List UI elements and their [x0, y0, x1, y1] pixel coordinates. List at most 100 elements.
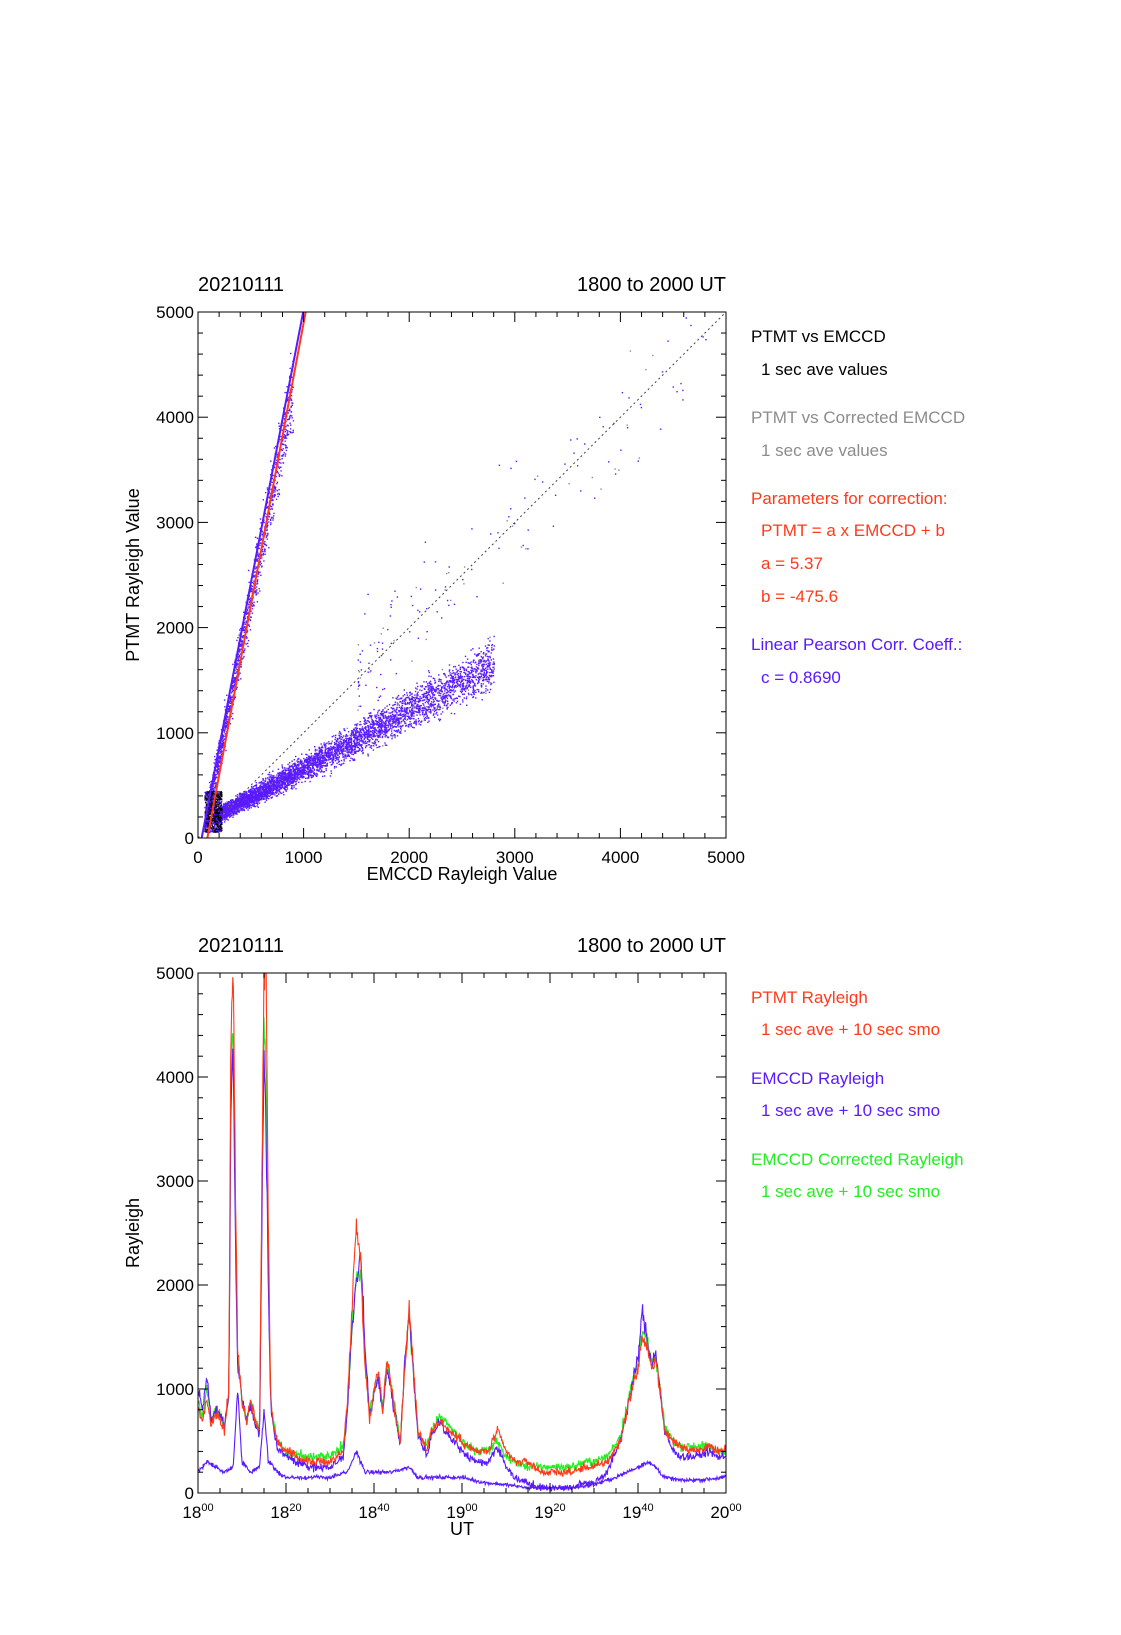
- scatter-point: [467, 692, 470, 694]
- scatter-point: [231, 812, 233, 814]
- scatter-point: [385, 734, 388, 737]
- scatter-point: [447, 702, 449, 705]
- scatter-point: [268, 496, 270, 499]
- scatter-point: [378, 719, 380, 722]
- scatter-point: [423, 714, 426, 716]
- scatter-point: [335, 755, 337, 758]
- scatter-point: [446, 704, 448, 706]
- scatter-point: [213, 783, 215, 785]
- scatter-point: [478, 659, 480, 661]
- scatter-point: [287, 780, 289, 783]
- scatter-point: [219, 748, 222, 751]
- scatter-point: [428, 686, 430, 689]
- scatter-point: [430, 704, 433, 706]
- scatter-point: [318, 769, 320, 771]
- scatter-point: [457, 684, 459, 686]
- scatter-point: [289, 408, 291, 410]
- scatter-point: [283, 437, 286, 439]
- scatter-point: [274, 784, 276, 786]
- scatter-point: [488, 660, 490, 662]
- scatter-point: [246, 613, 248, 615]
- scatter-point: [218, 755, 220, 757]
- scatter-point: [376, 734, 378, 736]
- scatter-point: [273, 788, 275, 790]
- scatter-point: [254, 536, 257, 538]
- scatter-point: [449, 691, 451, 694]
- scatter-point: [285, 444, 287, 447]
- scatter-point: [346, 742, 348, 745]
- scatter-point: [480, 691, 483, 693]
- scatter-point: [430, 686, 432, 688]
- scatter-point: [484, 655, 487, 657]
- scatter-point: [402, 710, 404, 712]
- scatter-point: [344, 750, 346, 752]
- scatter-point: [208, 814, 210, 816]
- scatter-point: [311, 766, 314, 768]
- scatter-point: [291, 788, 294, 790]
- scatter-point: [465, 685, 467, 687]
- scatter-point: [341, 749, 343, 751]
- scatter-point: [274, 779, 276, 781]
- scatter-point: [419, 700, 422, 702]
- scatter-point: [218, 766, 220, 768]
- scatter-point: [421, 707, 424, 709]
- scatter-point: [319, 753, 321, 755]
- scatter-point: [392, 722, 394, 725]
- scatter-point: [463, 693, 466, 695]
- scatter-point: [264, 548, 266, 551]
- scatter-point: [261, 565, 263, 567]
- scatter-point: [368, 712, 370, 715]
- scatter-point: [413, 718, 415, 720]
- scatter-point: [445, 692, 447, 694]
- scatter-point: [214, 778, 217, 780]
- scatter-point: [212, 786, 214, 788]
- scatter-point: [276, 481, 279, 483]
- scatter-point: [441, 695, 443, 698]
- scatter-point: [276, 774, 278, 776]
- scatter-point: [373, 722, 376, 724]
- scatter-point: [290, 352, 292, 355]
- scatter-point: [377, 710, 379, 712]
- scatter-point: [217, 773, 219, 775]
- scatter-point: [273, 496, 275, 498]
- scatter-point: [338, 763, 340, 766]
- scatter-point: [340, 751, 342, 753]
- scatter-point: [243, 611, 245, 613]
- scatter-point: [311, 769, 313, 771]
- scatter-point: [491, 644, 494, 646]
- scatter-point: [289, 415, 291, 417]
- scatter-point: [447, 675, 450, 677]
- scatter-point: [335, 734, 337, 737]
- scatter-point: [389, 718, 391, 721]
- scatter-point: [334, 750, 336, 753]
- scatter-point: [284, 412, 287, 414]
- scatter-point: [302, 773, 304, 775]
- scatter-point: [246, 631, 248, 633]
- scatter-point: [339, 736, 341, 739]
- scatter-point: [483, 651, 485, 654]
- scatter-point: [485, 653, 488, 655]
- scatter-point: [234, 696, 236, 698]
- scatter-point: [273, 512, 275, 515]
- scatter-point: [465, 696, 468, 698]
- scatter-point: [262, 546, 265, 548]
- scatter-point: [425, 692, 428, 695]
- scatter-point: [370, 715, 372, 718]
- scatter-point: [215, 769, 217, 772]
- scatter-point: [430, 703, 433, 705]
- scatter-point: [402, 724, 404, 727]
- scatter-point: [304, 764, 307, 767]
- scatter-point: [366, 720, 368, 722]
- scatter-point: [388, 728, 391, 731]
- scatter-point: [247, 639, 250, 642]
- scatter-point: [424, 719, 426, 721]
- scatter-point: [268, 792, 270, 794]
- scatter-point: [454, 672, 456, 674]
- scatter-point: [357, 732, 360, 734]
- scatter-point: [472, 673, 474, 676]
- scatter-point: [271, 496, 274, 498]
- scatter-point: [292, 431, 294, 433]
- scatter-point: [277, 793, 280, 795]
- scatter-point: [246, 642, 249, 645]
- scatter-point: [370, 736, 372, 739]
